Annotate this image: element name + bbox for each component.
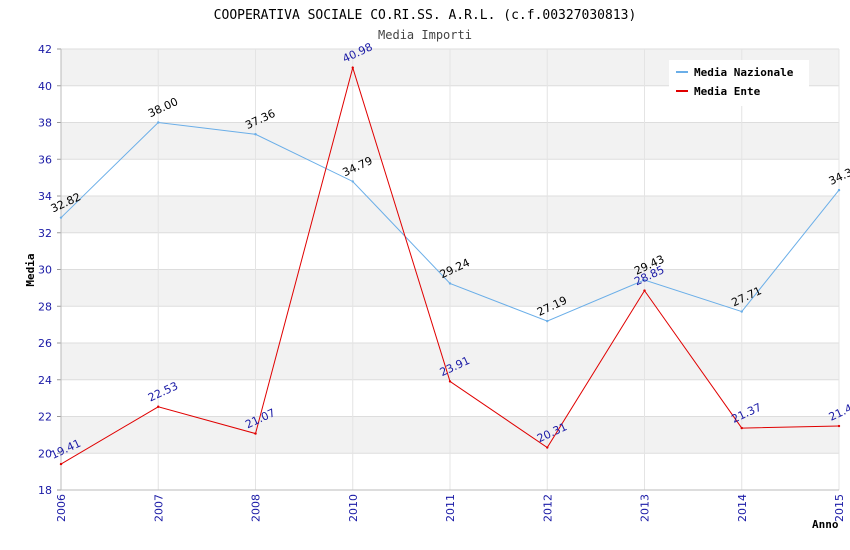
data-point [59,216,63,219]
legend-label: Media Ente [694,85,761,98]
data-point [643,289,646,292]
x-tick-label: 2014 [736,494,749,522]
x-axis-label: Anno [812,518,839,531]
data-point [546,446,549,449]
series-lines [59,65,841,466]
data-point [643,278,646,282]
legend-box [669,60,809,106]
data-point [740,310,743,313]
y-tick-label: 22 [38,411,52,424]
y-tick-label: 30 [38,264,52,277]
data-point [448,380,452,383]
y-tick-label: 28 [38,300,52,313]
x-tick-label: 2013 [639,494,652,522]
data-point [59,462,63,466]
data-point [254,432,257,435]
data-point [157,405,160,408]
x-tick-label: 2007 [152,494,165,522]
legend-label: Media Nazionale [694,66,794,79]
data-point [837,424,841,428]
data-point [351,180,354,183]
y-tick-label: 40 [38,80,52,93]
x-tick-label: 2008 [250,494,263,522]
x-tick-label: 2012 [541,494,554,522]
data-point [351,66,354,69]
chart-title: COOPERATIVA SOCIALE CO.RI.SS. A.R.L. (c.… [214,8,637,23]
y-tick-label: 20 [38,447,52,460]
x-axis-ticks: 2006 2007 2008 2010 2011 2012 2013 2014 2015 [55,494,846,522]
y-tick-label: 34 [38,190,52,203]
x-tick-label: 2011 [444,494,457,522]
y-tick-label: 42 [38,43,52,56]
legend: Media Nazionale Media Ente [669,60,809,106]
gridlines [57,48,840,491]
data-point [254,133,257,136]
data-point [740,426,743,430]
data-point [157,121,160,124]
data-point [448,282,452,285]
x-tick-label: 2010 [347,494,360,522]
y-tick-label: 38 [38,117,52,130]
y-tick-label: 36 [38,153,52,166]
x-tick-label: 2006 [55,494,68,522]
chart-subtitle: Media Importi [378,28,472,42]
y-axis-label: Media [24,253,37,286]
y-tick-label: 18 [38,484,52,497]
x-tick-label: 2015 [833,494,846,522]
data-point [837,188,841,192]
y-axis-ticks: 18 20 22 24 26 28 30 32 34 36 38 40 42 [38,43,52,497]
y-tick-label: 32 [38,227,52,240]
y-tick-label: 24 [38,374,52,387]
y-tick-label: 26 [38,337,52,350]
data-point [546,319,549,323]
